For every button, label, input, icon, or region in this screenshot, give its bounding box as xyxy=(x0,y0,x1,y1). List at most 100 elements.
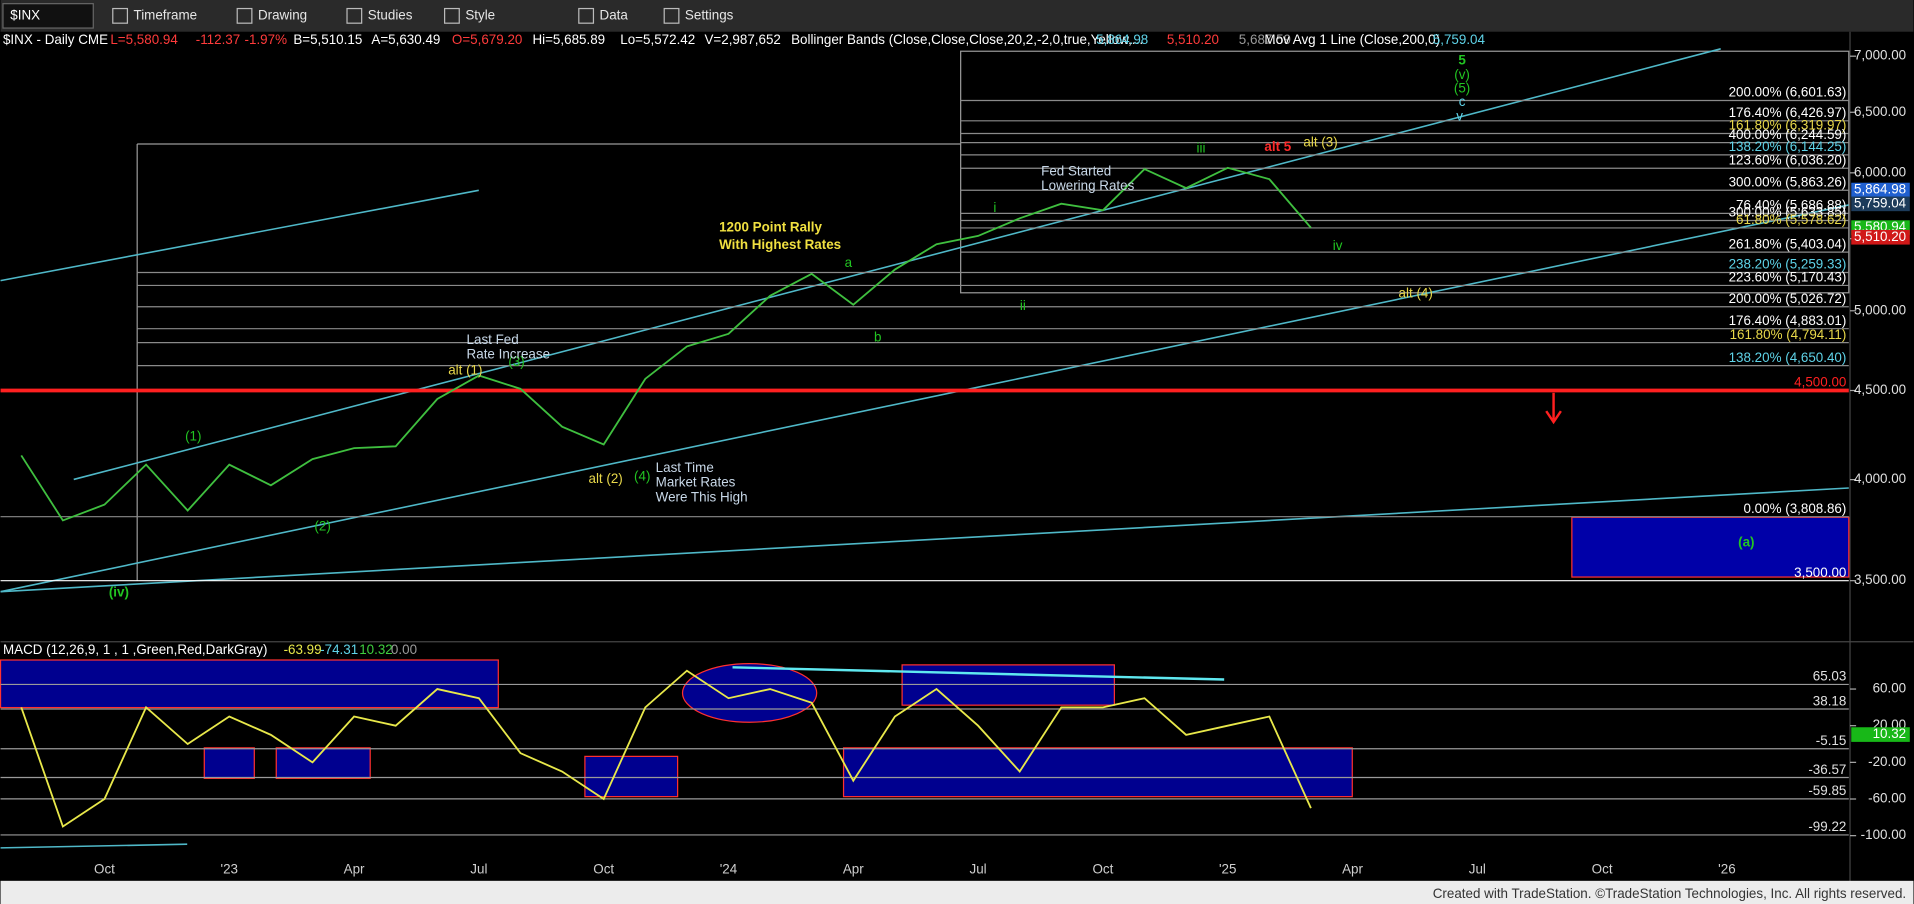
fib-frames xyxy=(136,50,1850,581)
annotation: Fed Started xyxy=(1041,164,1111,179)
fib-label: 61.80% (5,578.62) xyxy=(1736,212,1846,227)
macd-header-item: 10.32 xyxy=(359,642,393,657)
fib-label: 261.80% (5,403.04) xyxy=(1729,236,1847,251)
annotation: a xyxy=(845,255,853,270)
header-item: B=5,510.15 xyxy=(293,32,362,47)
toolbar-icon[interactable] xyxy=(444,7,460,24)
annotation: v xyxy=(1456,109,1463,124)
fib-label: 200.00% (5,026.72) xyxy=(1729,291,1847,306)
annotation: (a) xyxy=(1738,534,1754,549)
fib-label: 400.00% (6,244.59) xyxy=(1729,127,1847,142)
fib-label: 300.00% (5,633.85) xyxy=(1729,205,1847,220)
annotation: iii xyxy=(1197,140,1206,155)
toolbar-icon[interactable] xyxy=(663,7,680,24)
toolbar-icon[interactable] xyxy=(236,7,253,24)
down-arrow xyxy=(1545,392,1562,425)
header-item: 5,687.59 xyxy=(1239,32,1291,47)
toolbar-button[interactable]: Drawing xyxy=(258,7,307,22)
toolbar-button[interactable]: Timeframe xyxy=(134,7,198,22)
fib-label: 138.20% (6,144.25) xyxy=(1729,139,1847,154)
header-item: -112.37 xyxy=(196,32,240,47)
x-tick-label: Oct xyxy=(1592,861,1613,876)
level-label: -59.85 xyxy=(1808,783,1846,798)
header-item: Bollinger Bands (Close,Close,Close,20,2,… xyxy=(791,32,1143,47)
annotation: (iv) xyxy=(109,584,129,599)
fib-label: 238.20% (5,259.33) xyxy=(1729,257,1847,272)
symbol-box[interactable] xyxy=(2,3,94,29)
annotation: Rate Increase xyxy=(467,347,550,362)
header-item: Lo=5,572.42 xyxy=(620,32,695,47)
macd-box xyxy=(584,755,679,798)
fib-label: 200.00% (6,601.63) xyxy=(1729,85,1847,100)
macd-header-item: MACD (12,26,9, 1 , 1 ,Green,Red,DarkGray… xyxy=(3,642,268,657)
annotation: (3) xyxy=(508,354,524,369)
annotation: With Highest Rates xyxy=(719,237,841,252)
toolbar-icon[interactable] xyxy=(346,7,363,24)
level-label: -5.15 xyxy=(1816,733,1847,748)
macd-trend-line xyxy=(732,666,1225,681)
axis-box xyxy=(1851,727,1910,742)
annotation: Were This High xyxy=(656,489,748,504)
axis-box-label: 5,510.20 xyxy=(1854,229,1906,244)
x-tick-label: Jul xyxy=(1469,861,1486,876)
annotation: alt (4) xyxy=(1399,286,1433,301)
x-tick-label: '26 xyxy=(1718,861,1735,876)
header-item: $INX - Daily CME xyxy=(3,32,108,47)
toolbar-button[interactable]: Studies xyxy=(368,7,413,22)
macd-header-item: -74.31 xyxy=(320,642,358,657)
fib-label: 161.80% (6,319.97) xyxy=(1729,118,1847,133)
level-label: 65.03 xyxy=(1813,669,1847,684)
header-item: 5,759.04 xyxy=(1433,32,1486,47)
arrow-head xyxy=(1545,410,1562,425)
fib-label: 138.20% (4,650.40) xyxy=(1729,350,1847,365)
macd-box xyxy=(842,747,1353,798)
header-item: O=5,679.20 xyxy=(452,32,522,47)
toolbar-icon[interactable] xyxy=(112,7,129,24)
toolbar-button[interactable]: Style xyxy=(465,7,495,22)
macd-box xyxy=(0,659,499,709)
toolbar-icon[interactable] xyxy=(578,7,595,24)
x-tick-label: Oct xyxy=(94,861,115,876)
header-item: L=5,580.94 xyxy=(110,32,178,47)
annotation: Last Time xyxy=(656,460,714,475)
y-tick-label: 3,500.00 xyxy=(1854,572,1906,587)
axis-box-label: 5,864.98 xyxy=(1854,182,1906,197)
level-label: 38.18 xyxy=(1813,693,1847,708)
symbol[interactable]: $INX xyxy=(10,7,40,22)
y-tick-label: 4,000.00 xyxy=(1854,471,1906,486)
y-tick-label: -100.00 xyxy=(1861,827,1906,842)
annotation: i xyxy=(993,200,996,215)
price-line xyxy=(20,669,1312,828)
header-item: Mov Avg 1 Line (Close,200,0) xyxy=(1264,32,1440,47)
x-tick-label: Jul xyxy=(470,861,487,876)
toolbar-button[interactable]: Settings xyxy=(685,7,734,22)
toolbar-button[interactable]: Data xyxy=(600,7,629,22)
x-tick-label: Oct xyxy=(593,861,614,876)
annotation: (4) xyxy=(634,469,650,484)
level-label: 3,500.00 xyxy=(1794,565,1846,580)
y-tick-label: 6,000.00 xyxy=(1854,164,1906,179)
footer-bar xyxy=(0,880,1914,904)
macd-header-item: -63.99 xyxy=(284,642,322,657)
trend-line xyxy=(0,204,1849,593)
fib-label: 123.60% (6,036.20) xyxy=(1729,153,1847,168)
annotation: alt (1) xyxy=(448,362,482,377)
y-tick-label: -20.00 xyxy=(1868,754,1906,769)
trend-lines xyxy=(0,48,1849,849)
annotation: Last Fed xyxy=(467,332,519,347)
annotation: ii xyxy=(1020,298,1026,313)
header-item: A=5,630.49 xyxy=(371,32,440,47)
x-tick-label: Apr xyxy=(344,861,365,876)
x-tick-label: Oct xyxy=(1092,861,1113,876)
x-tick-label: '25 xyxy=(1219,861,1236,876)
header-item: 5,510.20 xyxy=(1167,32,1219,47)
annotation: Market Rates xyxy=(656,475,736,490)
annotation: (v) xyxy=(1454,67,1470,82)
annotation: (2) xyxy=(314,519,330,534)
x-tick-label: Apr xyxy=(1342,861,1363,876)
x-tick-label: Apr xyxy=(843,861,864,876)
x-tick-label: Jul xyxy=(970,861,987,876)
annotation: 1200 Point Rally xyxy=(719,220,822,235)
annotation: iv xyxy=(1333,238,1343,253)
